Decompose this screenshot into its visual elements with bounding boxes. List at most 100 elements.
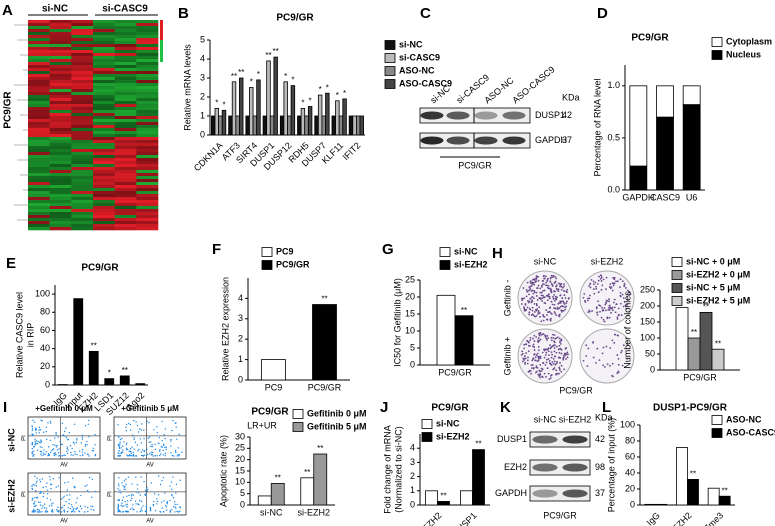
heatmap-cell bbox=[49, 158, 72, 162]
event bbox=[59, 454, 61, 457]
legend-label: Gefitinib 0 μM bbox=[307, 408, 367, 418]
event bbox=[125, 426, 127, 429]
event bbox=[92, 509, 95, 511]
event bbox=[149, 507, 152, 510]
colony bbox=[600, 274, 603, 277]
heatmap-cell bbox=[71, 86, 94, 90]
event bbox=[118, 477, 120, 479]
heatmap-cell bbox=[136, 221, 159, 225]
heatmap-cell bbox=[28, 209, 50, 213]
colony bbox=[543, 289, 546, 292]
event bbox=[127, 455, 129, 457]
event bbox=[177, 511, 180, 513]
colony bbox=[562, 355, 565, 357]
legend-swatch bbox=[421, 419, 433, 429]
colony bbox=[605, 301, 607, 304]
event bbox=[118, 435, 120, 437]
axis-label: AV bbox=[60, 519, 68, 525]
colony bbox=[547, 311, 549, 314]
colony bbox=[563, 368, 565, 371]
legend-swatch bbox=[384, 53, 396, 63]
bar bbox=[221, 109, 227, 136]
colony bbox=[617, 313, 620, 316]
event bbox=[172, 506, 175, 508]
colony bbox=[539, 332, 542, 335]
heatmap-cell bbox=[136, 161, 159, 165]
significance: * bbox=[343, 89, 346, 98]
band bbox=[562, 435, 588, 444]
event bbox=[71, 447, 73, 450]
event bbox=[32, 483, 35, 486]
colony bbox=[552, 362, 555, 365]
colony bbox=[540, 291, 543, 294]
event bbox=[165, 504, 167, 507]
heatmap-cell bbox=[49, 77, 72, 81]
heatmap-cell bbox=[114, 179, 137, 183]
heatmap-cell bbox=[49, 122, 72, 126]
heatmap-cell bbox=[71, 41, 94, 45]
heatmap-cell bbox=[114, 200, 137, 204]
colony bbox=[549, 374, 552, 377]
heatmap-cell bbox=[49, 224, 72, 228]
heatmap-cell bbox=[93, 149, 115, 153]
colony bbox=[535, 304, 538, 307]
bar bbox=[644, 503, 657, 506]
event bbox=[45, 507, 48, 509]
heatmap-cell bbox=[93, 47, 115, 51]
heatmap-cell bbox=[136, 95, 159, 99]
colony bbox=[531, 309, 534, 312]
colony bbox=[542, 314, 544, 316]
heatmap-cell bbox=[49, 128, 72, 132]
colony bbox=[533, 283, 536, 286]
colony bbox=[531, 359, 534, 362]
heatmap-cell bbox=[49, 98, 72, 102]
heatmap-cell bbox=[71, 146, 94, 150]
colony bbox=[553, 341, 556, 344]
heatmap-cell bbox=[49, 206, 72, 210]
event bbox=[152, 455, 154, 457]
bar bbox=[656, 116, 674, 191]
event bbox=[117, 488, 119, 490]
heatmap-cell bbox=[136, 38, 159, 42]
chart-title: PC9/GR bbox=[631, 33, 669, 44]
colony bbox=[537, 284, 540, 287]
colony bbox=[539, 376, 542, 379]
colony bbox=[563, 353, 566, 356]
event bbox=[133, 438, 135, 441]
event bbox=[51, 505, 53, 507]
heatmap-cell bbox=[136, 89, 159, 93]
heatmap-cell bbox=[71, 182, 94, 186]
heatmap-cell bbox=[28, 179, 50, 183]
event bbox=[31, 451, 34, 453]
significance: ** bbox=[91, 341, 97, 350]
bar bbox=[257, 495, 272, 506]
event bbox=[143, 449, 146, 452]
colony bbox=[526, 306, 529, 309]
colony bbox=[533, 311, 536, 313]
colony bbox=[539, 357, 542, 359]
heatmap-cell bbox=[28, 131, 50, 135]
heatmap-cell bbox=[28, 62, 50, 66]
event bbox=[165, 509, 168, 511]
significance: ** bbox=[321, 295, 327, 304]
event bbox=[33, 508, 35, 510]
colony bbox=[604, 365, 606, 368]
axis-label: PI bbox=[108, 435, 114, 441]
y-tick-label: 2 bbox=[238, 334, 243, 344]
colony bbox=[536, 352, 539, 355]
heatmap-cell bbox=[93, 200, 115, 204]
colony bbox=[552, 337, 555, 339]
colony bbox=[567, 353, 569, 356]
heatmap-cell bbox=[28, 77, 50, 81]
event bbox=[43, 507, 46, 509]
event bbox=[142, 505, 144, 507]
bar bbox=[338, 115, 344, 136]
event bbox=[156, 503, 158, 505]
event bbox=[81, 454, 84, 456]
event bbox=[139, 438, 141, 440]
event bbox=[151, 445, 153, 448]
event bbox=[164, 454, 167, 457]
axis-label: AV bbox=[60, 463, 68, 469]
heatmap-cell bbox=[71, 44, 94, 48]
event bbox=[45, 485, 47, 488]
